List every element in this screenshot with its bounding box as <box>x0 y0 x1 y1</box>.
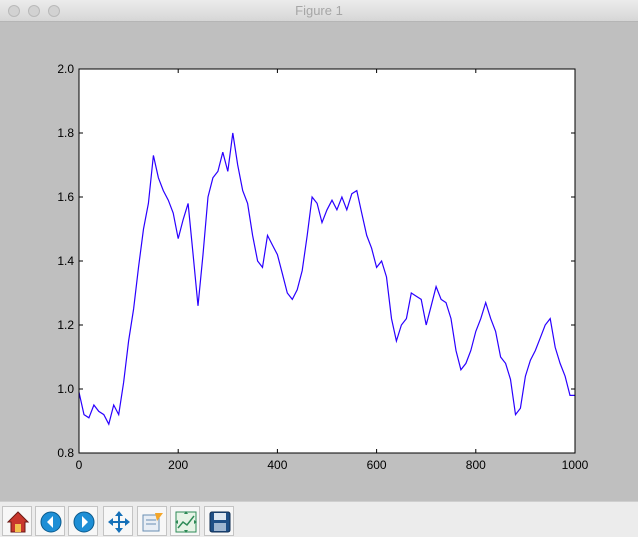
y-tick-label: 1.2 <box>57 318 74 332</box>
axes-frame <box>78 68 576 454</box>
y-tick-label: 1.4 <box>57 254 74 268</box>
series-line <box>78 132 575 426</box>
zoom-button[interactable] <box>137 506 167 536</box>
x-tick-label: 600 <box>367 458 387 472</box>
move-icon <box>108 511 130 533</box>
y-tick-label: 1.6 <box>57 190 74 204</box>
y-tick-label: 2.0 <box>57 62 74 76</box>
y-tick-label: 0.8 <box>57 446 74 460</box>
figure-canvas[interactable]: 0 200 400 600 800 1000 0.8 1.0 1.2 1.4 1.6 1.8 2.0 <box>0 22 638 501</box>
axis-tick-labels: 0 200 400 600 800 1000 0.8 1.0 1.2 1.4 1.6 1.8 2.0 <box>57 62 588 472</box>
home-button[interactable] <box>2 506 32 536</box>
plot-area <box>79 69 575 453</box>
forward-button[interactable] <box>68 506 98 536</box>
y-tick-label: 1.8 <box>57 126 74 140</box>
pan-button[interactable] <box>103 506 133 536</box>
title-bar: Figure 1 <box>0 0 638 22</box>
home-icon <box>6 511 30 533</box>
configure-subplots-button[interactable] <box>170 506 200 536</box>
subplots-icon <box>175 511 197 533</box>
y-tick-label: 1.0 <box>57 382 74 396</box>
minimize-window-button[interactable] <box>28 5 40 17</box>
back-arrow-icon <box>40 511 62 533</box>
save-button[interactable] <box>204 506 234 536</box>
close-window-button[interactable] <box>8 5 20 17</box>
forward-arrow-icon <box>73 511 95 533</box>
x-tick-label: 400 <box>267 458 287 472</box>
line-chart: 0 200 400 600 800 1000 0.8 1.0 1.2 1.4 1.6 1.8 2.0 <box>57 62 588 472</box>
x-tick-label: 1000 <box>562 458 589 472</box>
back-button[interactable] <box>35 506 65 536</box>
floppy-disk-icon <box>209 511 231 533</box>
window-title: Figure 1 <box>295 3 343 18</box>
zoom-window-button[interactable] <box>48 5 60 17</box>
navigation-toolbar <box>0 501 638 537</box>
x-tick-label: 200 <box>168 458 188 472</box>
x-tick-label: 0 <box>76 458 83 472</box>
x-tick-label: 800 <box>466 458 486 472</box>
zoom-rect-icon <box>142 513 163 532</box>
